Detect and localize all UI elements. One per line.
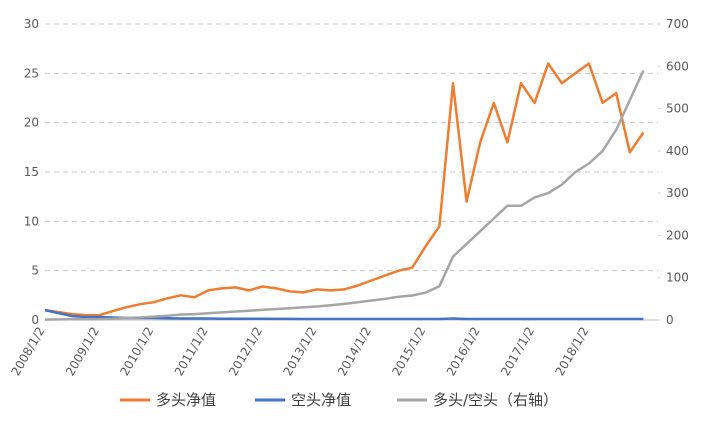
y2-tick-label: 200	[666, 228, 689, 242]
x-tick-label: 2012/1/2	[226, 325, 265, 379]
x-tick-label: 2011/1/2	[172, 325, 211, 379]
y2-tick-label: 700	[666, 17, 689, 31]
x-tick-label: 2010/1/2	[117, 325, 156, 379]
y2-tick-label: 300	[666, 186, 689, 200]
legend-label: 空头净值	[291, 391, 351, 409]
x-tick-label: 2017/1/2	[498, 325, 537, 379]
y-tick-label: 15	[24, 165, 39, 179]
y2-tick-label: 600	[666, 59, 689, 73]
y-tick-label: 30	[24, 17, 39, 31]
legend: 多头净值 空头净值 多头/空头（右轴）	[120, 391, 558, 409]
y2-tick-label: 400	[666, 144, 689, 158]
x-tick-label: 2016/1/2	[444, 325, 483, 379]
y2-tick-label: 0	[666, 313, 674, 327]
y-tick-label: 20	[24, 116, 39, 130]
x-tick-label: 2014/1/2	[335, 325, 374, 379]
series-line	[44, 62, 645, 317]
y-tick-label: 10	[24, 214, 39, 228]
x-tick-label: 2008/1/2	[9, 325, 48, 379]
x-tick-label: 2018/1/2	[553, 325, 592, 379]
x-tick-label: 2009/1/2	[63, 325, 102, 379]
x-tick-label: 2015/1/2	[389, 325, 428, 379]
y-tick-label: 25	[24, 66, 39, 80]
x-tick-label: 2013/1/2	[281, 325, 320, 379]
y-tick-label: 0	[31, 313, 39, 327]
legend-label: 多头净值	[156, 391, 216, 409]
series-line	[44, 69, 645, 321]
legend-label: 多头/空头（右轴）	[433, 391, 558, 409]
y2-tick-label: 500	[666, 102, 689, 116]
y-tick-label: 5	[31, 264, 39, 278]
y2-tick-label: 100	[666, 271, 689, 285]
